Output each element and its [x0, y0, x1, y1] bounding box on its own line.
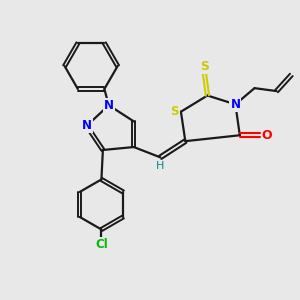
Text: H: H: [156, 160, 164, 171]
Text: O: O: [262, 129, 272, 142]
Text: N: N: [82, 119, 92, 132]
Text: N: N: [104, 99, 114, 112]
Text: S: S: [200, 60, 209, 74]
Text: N: N: [230, 98, 240, 111]
Text: S: S: [170, 105, 179, 118]
Text: Cl: Cl: [95, 238, 108, 251]
